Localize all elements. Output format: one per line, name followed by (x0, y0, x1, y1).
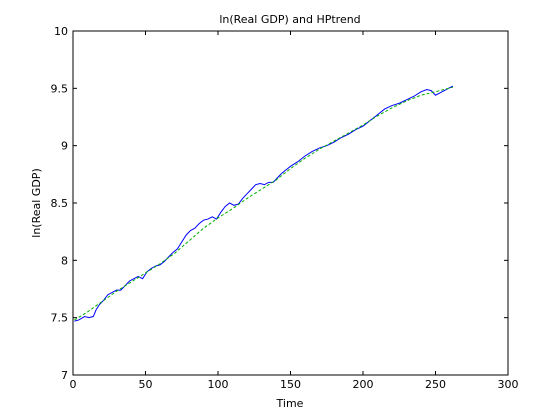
plot-background (73, 31, 508, 375)
x-tick-label: 50 (139, 378, 153, 391)
y-tick-label: 10 (54, 25, 68, 38)
y-tick-label: 9 (61, 140, 68, 153)
y-tick-label: 8.5 (51, 197, 69, 210)
y-tick-label: 9.5 (51, 82, 69, 95)
x-axis-label: Time (276, 397, 304, 410)
x-tick-label: 200 (353, 378, 374, 391)
x-tick-label: 0 (70, 378, 77, 391)
x-tick-label: 300 (498, 378, 519, 391)
series-line-real-gdp (74, 85, 454, 322)
y-axis-label: ln(Real GDP) (30, 168, 43, 237)
y-tick-label: 7.5 (51, 312, 69, 325)
y-tick-label: 7 (61, 369, 68, 382)
series-layer (74, 85, 454, 322)
y-tick-label: 8 (61, 254, 68, 267)
series-line-hp-trend (74, 86, 454, 321)
ticks-layer: 0 50 100 150 200 250 300 7 7.5 8 8.5 9 9.5 10 (51, 25, 519, 391)
x-tick-label: 100 (208, 378, 229, 391)
x-tick-label: 250 (425, 378, 446, 391)
x-tick-label: 150 (280, 378, 301, 391)
chart-title: ln(Real GDP) and HPtrend (219, 13, 360, 26)
